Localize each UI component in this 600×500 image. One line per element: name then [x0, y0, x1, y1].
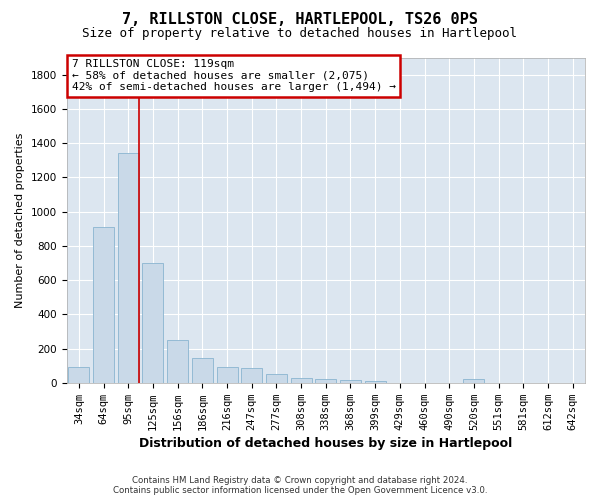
- Bar: [290, 378, 311, 383]
- Bar: [68, 367, 89, 383]
- X-axis label: Distribution of detached houses by size in Hartlepool: Distribution of detached houses by size …: [139, 437, 512, 450]
- Bar: [340, 380, 361, 383]
- Text: 7, RILLSTON CLOSE, HARTLEPOOL, TS26 0PS: 7, RILLSTON CLOSE, HARTLEPOOL, TS26 0PS: [122, 12, 478, 28]
- Bar: [365, 381, 386, 383]
- Text: Size of property relative to detached houses in Hartlepool: Size of property relative to detached ho…: [83, 28, 517, 40]
- Bar: [118, 154, 139, 383]
- Bar: [167, 340, 188, 383]
- Bar: [241, 368, 262, 383]
- Bar: [315, 379, 336, 383]
- Y-axis label: Number of detached properties: Number of detached properties: [15, 132, 25, 308]
- Bar: [192, 358, 213, 383]
- Bar: [142, 263, 163, 383]
- Text: Contains HM Land Registry data © Crown copyright and database right 2024.
Contai: Contains HM Land Registry data © Crown c…: [113, 476, 487, 495]
- Bar: [217, 368, 238, 383]
- Bar: [266, 374, 287, 383]
- Bar: [93, 227, 114, 383]
- Bar: [463, 380, 484, 383]
- Text: 7 RILLSTON CLOSE: 119sqm
← 58% of detached houses are smaller (2,075)
42% of sem: 7 RILLSTON CLOSE: 119sqm ← 58% of detach…: [72, 59, 396, 92]
